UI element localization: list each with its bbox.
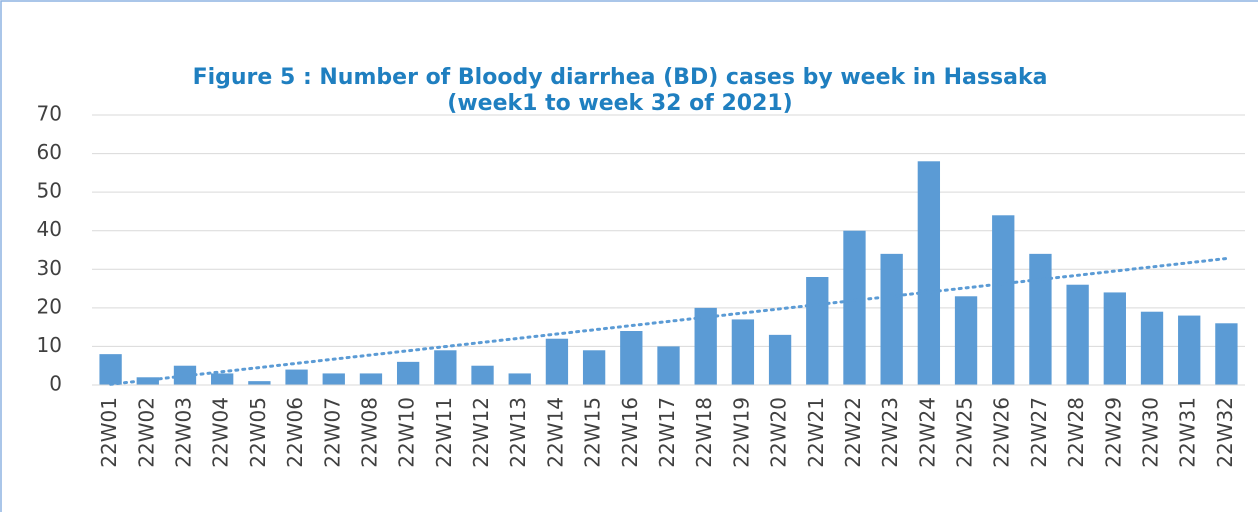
y-tick-label: 0 <box>49 372 62 396</box>
bar <box>99 354 122 385</box>
x-tick-label: 22W16 <box>618 397 642 468</box>
bar <box>173 365 197 385</box>
x-tick-label: 22W10 <box>395 397 419 468</box>
x-tick-label: 22W25 <box>953 397 977 468</box>
bar <box>843 230 866 385</box>
y-tick-label: 50 <box>37 179 62 203</box>
bar <box>211 373 234 385</box>
bar <box>954 296 978 385</box>
bar <box>1103 292 1126 385</box>
y-tick-label: 30 <box>37 256 62 280</box>
x-tick-label: 22W32 <box>1213 397 1237 468</box>
bar <box>434 350 457 385</box>
bar <box>880 253 903 385</box>
x-tick-label: 22W05 <box>246 397 270 468</box>
x-tick-label: 22W20 <box>767 397 791 468</box>
x-tick-label: 22W21 <box>804 397 828 468</box>
x-tick-label: 22W13 <box>506 397 530 468</box>
bar <box>1066 284 1089 385</box>
bar <box>620 331 643 385</box>
y-tick-label: 20 <box>37 294 62 318</box>
bar <box>806 277 829 385</box>
chart-title: Figure 5 : Number of Bloody diarrhea (BD… <box>193 65 1048 90</box>
bar <box>657 346 680 385</box>
x-tick-label: 22W26 <box>990 397 1014 468</box>
bar <box>1029 253 1052 385</box>
x-tick-label: 22W14 <box>543 397 567 468</box>
bar <box>396 361 420 385</box>
bar <box>694 307 717 385</box>
bar <box>582 350 606 385</box>
bar <box>322 373 345 385</box>
y-tick-label: 10 <box>37 333 62 357</box>
bar <box>768 334 792 385</box>
x-tick-label: 22W06 <box>283 397 307 468</box>
bar <box>285 369 308 385</box>
x-tick-label: 22W03 <box>171 397 195 468</box>
x-tick-label: 22W19 <box>729 397 753 468</box>
x-tick-label: 22W02 <box>134 397 158 468</box>
bar <box>545 338 569 385</box>
y-tick-label: 40 <box>37 217 62 241</box>
x-tick-label: 22W07 <box>320 397 344 468</box>
x-tick-label: 22W30 <box>1139 397 1163 468</box>
x-tick-label: 22W24 <box>915 397 939 468</box>
trendline <box>109 257 1228 386</box>
bar <box>1140 311 1164 385</box>
x-tick-label: 22W01 <box>97 397 121 468</box>
x-tick-label: 22W17 <box>655 397 679 468</box>
x-tick-label: 22W28 <box>1064 397 1088 468</box>
chart-subtitle: (week1 to week 32 of 2021) <box>447 91 792 116</box>
bar <box>248 381 271 385</box>
x-tick-label: 22W04 <box>209 397 233 468</box>
y-tick-label: 60 <box>37 140 62 164</box>
x-tick-label: 22W11 <box>432 397 456 468</box>
x-tick-label: 22W12 <box>469 397 493 468</box>
bar <box>1178 315 1201 385</box>
x-tick-label: 22W27 <box>1027 397 1051 468</box>
bar <box>359 373 383 385</box>
x-tick-label: 22W08 <box>357 397 381 468</box>
bar <box>1215 323 1238 385</box>
x-tick-label: 22W29 <box>1101 397 1125 468</box>
x-tick-label: 22W18 <box>692 397 716 468</box>
bar <box>731 319 755 385</box>
bar <box>508 373 531 385</box>
x-tick-label: 22W23 <box>878 397 902 468</box>
x-tick-label: 22W15 <box>581 397 605 468</box>
y-tick-label: 70 <box>37 102 62 126</box>
bar <box>992 215 1015 385</box>
bar <box>471 365 494 385</box>
x-tick-label: 22W31 <box>1176 397 1200 468</box>
x-tick-label: 22W22 <box>841 397 865 468</box>
bar <box>917 161 941 385</box>
